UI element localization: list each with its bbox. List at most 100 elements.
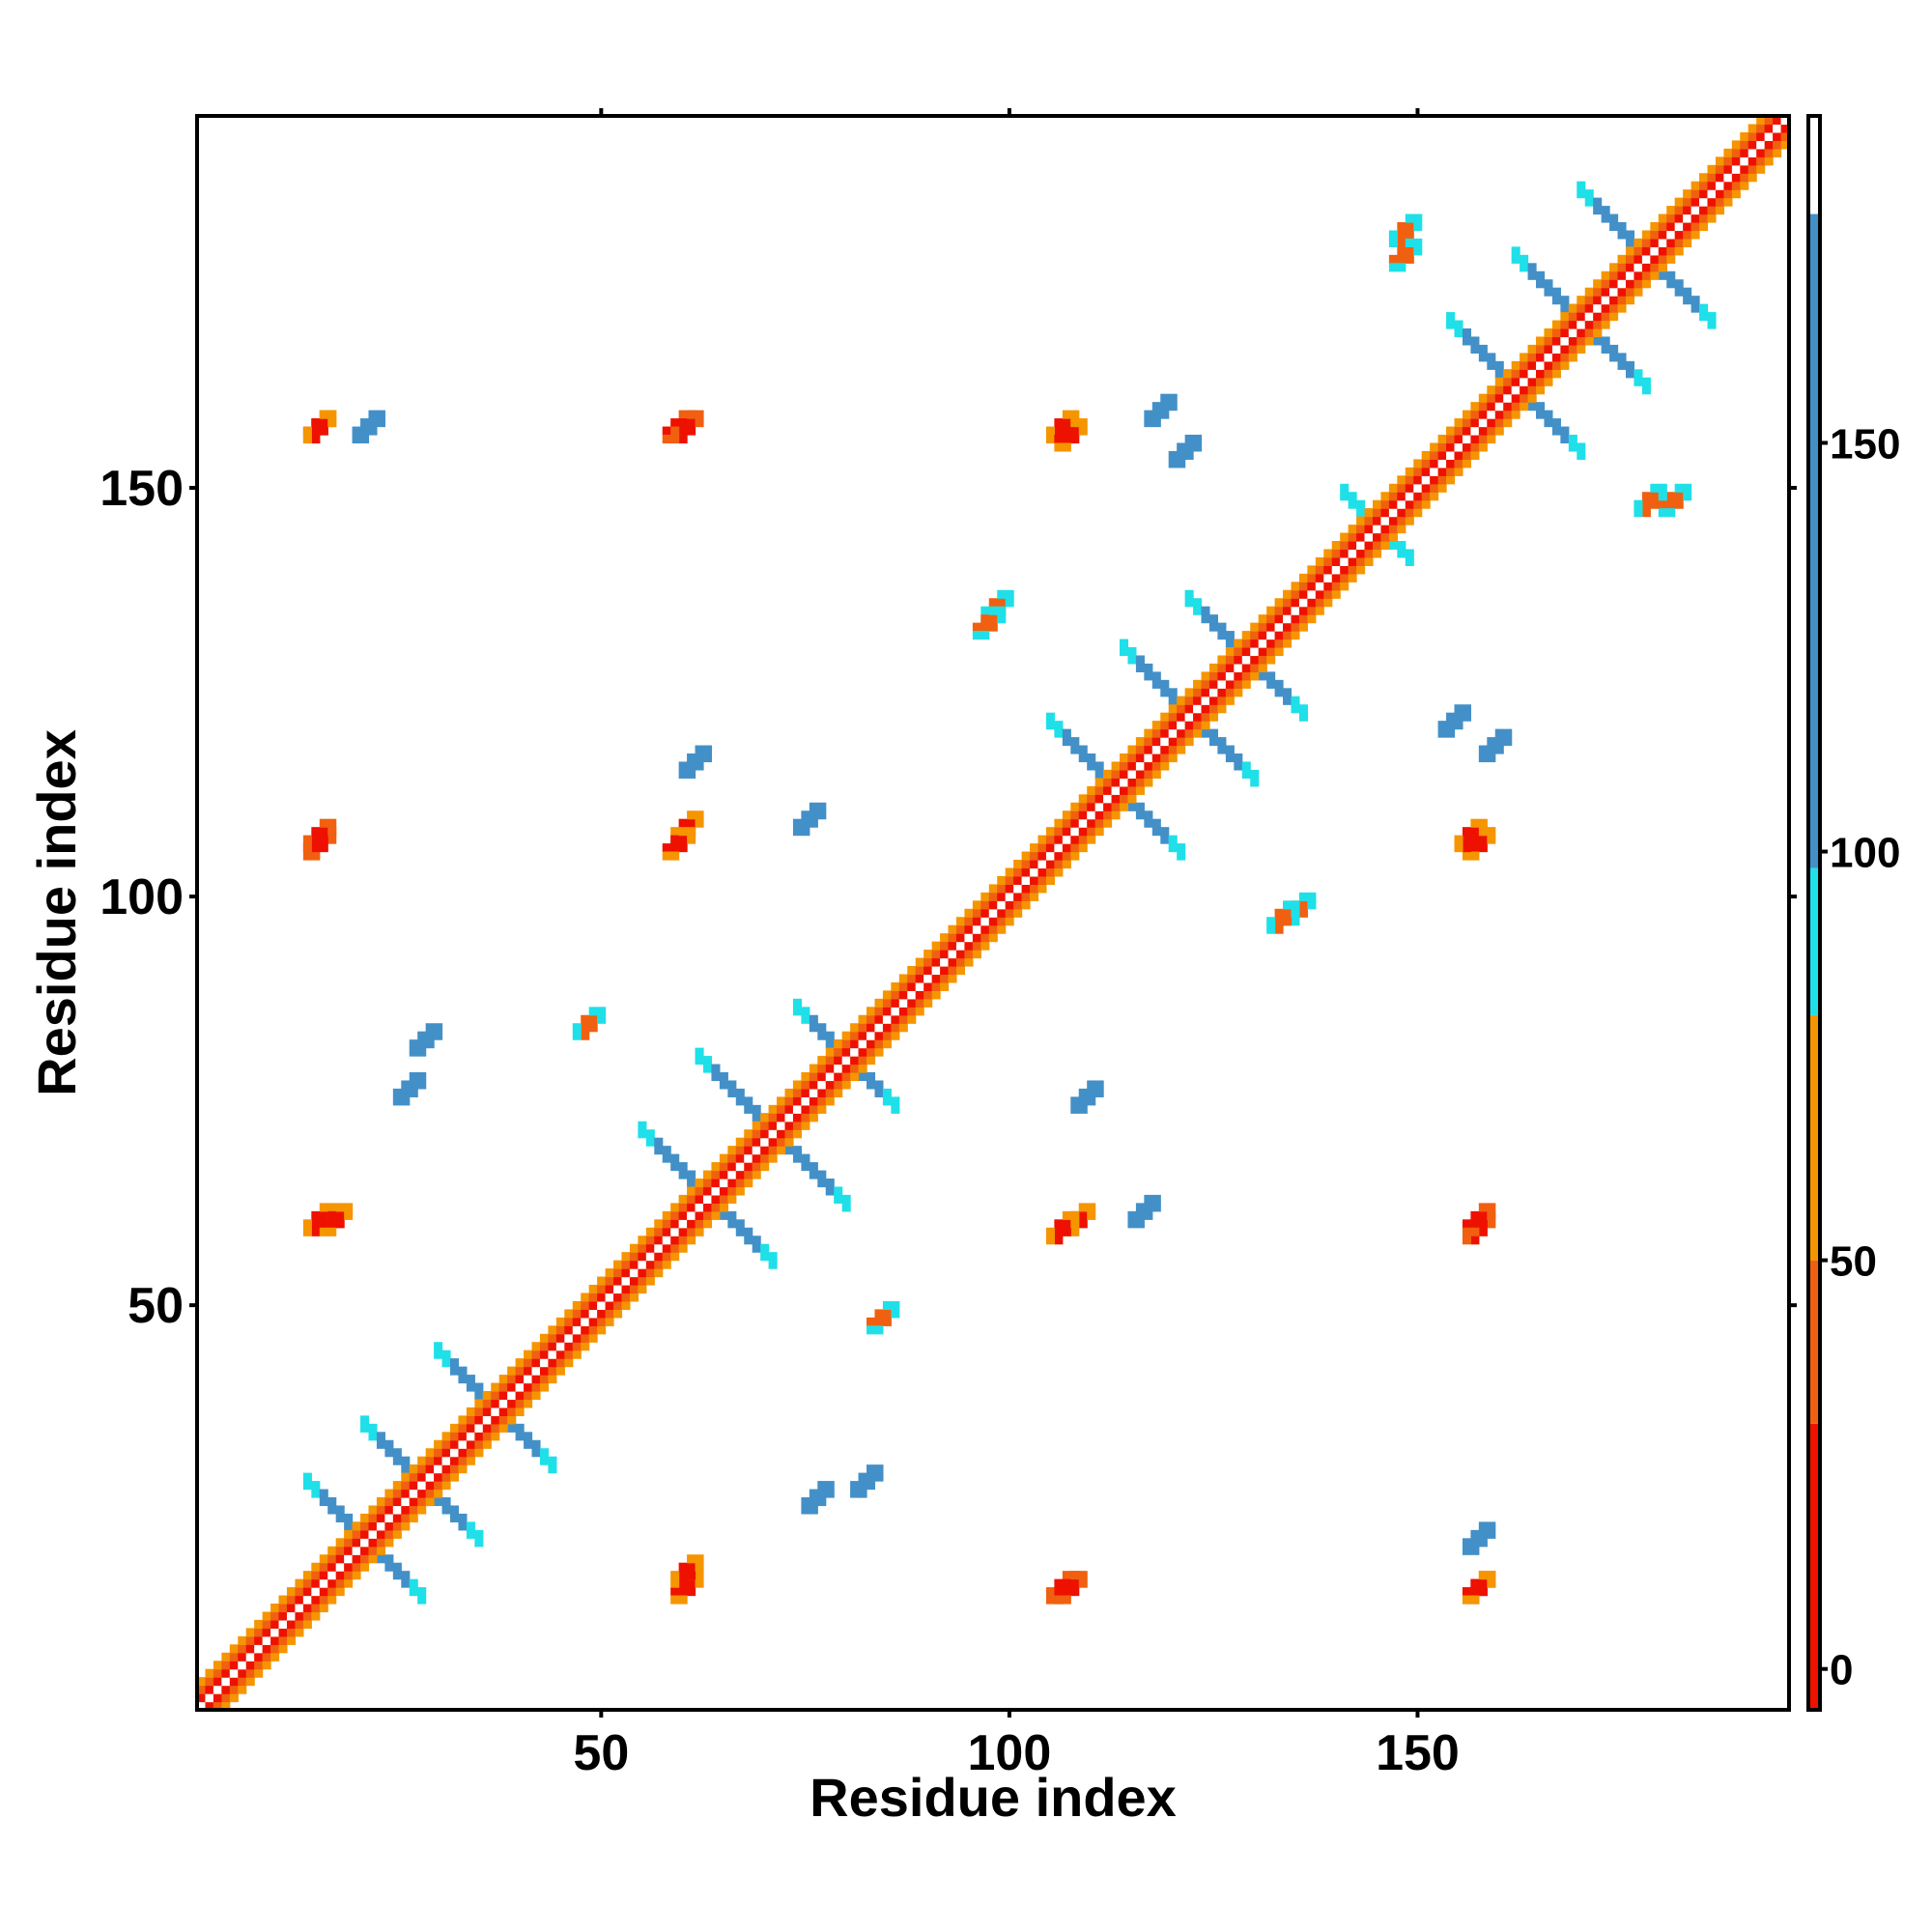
motif-cell xyxy=(801,1007,810,1016)
motif-cell xyxy=(760,1243,770,1253)
contact-cell xyxy=(792,818,802,828)
contact-cell xyxy=(997,598,1007,608)
contact-cell xyxy=(1462,835,1471,844)
contact-cell xyxy=(1045,1227,1055,1236)
diagonal-cell xyxy=(278,1644,288,1654)
contact-cell xyxy=(867,1481,876,1491)
motif-cell xyxy=(809,1023,818,1033)
contact-cell xyxy=(1634,499,1643,509)
motif-cell xyxy=(1511,254,1520,264)
diagonal-cell xyxy=(482,1423,492,1433)
diagonal-cell xyxy=(1160,761,1170,771)
diagonal-cell xyxy=(1225,655,1235,665)
diagonal-cell xyxy=(434,1481,443,1491)
motif-cell xyxy=(1454,320,1463,329)
diagonal-cell xyxy=(286,1604,297,1613)
motif-cell xyxy=(768,1260,778,1269)
motif-cell xyxy=(392,1448,402,1458)
diagonal-cell xyxy=(768,1146,778,1155)
diagonal-cell xyxy=(384,1489,394,1498)
contact-cell xyxy=(401,1096,411,1106)
diagonal-cell xyxy=(1151,761,1161,771)
diagonal-cell xyxy=(695,1179,704,1188)
contact-cell xyxy=(335,1210,345,1220)
diagonal-cell xyxy=(548,1325,557,1335)
contact-cell xyxy=(988,606,998,615)
diagonal-cell xyxy=(1274,647,1284,657)
motif-cell xyxy=(539,1448,549,1458)
contact-cell xyxy=(1087,1210,1096,1220)
diagonal-cell xyxy=(792,1113,802,1122)
diagonal-cell xyxy=(425,1489,435,1498)
motif-cell xyxy=(1094,761,1104,771)
diagonal-cell xyxy=(1609,287,1619,297)
diagonal-cell xyxy=(588,1293,598,1302)
diagonal-cell xyxy=(907,990,917,1000)
contact-cell xyxy=(809,802,818,811)
diagonal-cell xyxy=(645,1236,655,1245)
contact-cell xyxy=(1062,1587,1071,1597)
contact-cell xyxy=(1454,835,1463,844)
diagonal-cell xyxy=(1707,173,1717,183)
contact-cell xyxy=(662,435,671,444)
motif-cell xyxy=(1568,435,1577,444)
contact-cell xyxy=(678,835,688,844)
diagonal-cell xyxy=(1527,377,1537,386)
contact-cell xyxy=(1666,492,1676,501)
diagonal-cell xyxy=(1348,525,1357,534)
diagonal-cell xyxy=(1430,492,1439,501)
contact-cell xyxy=(874,1309,884,1319)
motif-cell xyxy=(1283,696,1293,705)
diagonal-cell xyxy=(1674,213,1684,223)
motif-cell xyxy=(874,1088,884,1097)
diagonal-cell xyxy=(384,1505,394,1515)
diagonal-cell xyxy=(311,1587,321,1597)
diagonal-cell xyxy=(1634,263,1643,272)
contact-cell xyxy=(678,843,688,853)
motif-cell xyxy=(515,1432,525,1441)
diagonal-cell xyxy=(1413,483,1423,493)
diagonal-cell xyxy=(1062,860,1071,869)
diagonal-cell xyxy=(744,1137,753,1147)
diagonal-cell xyxy=(1144,745,1153,754)
contact-cell xyxy=(311,835,321,844)
motif-cell xyxy=(319,1497,328,1507)
contact-cell xyxy=(344,1210,354,1220)
motif-cell xyxy=(466,1382,475,1392)
diagonal-cell xyxy=(882,990,892,1000)
contact-cell xyxy=(1054,426,1064,436)
diagonal-cell xyxy=(613,1260,623,1269)
diagonal-cell xyxy=(801,1121,810,1130)
motif-cell xyxy=(524,1432,533,1441)
diagonal-cell xyxy=(352,1554,361,1564)
diagonal-cell xyxy=(1511,402,1520,412)
diagonal-cell xyxy=(1315,589,1324,599)
diagonal-cell xyxy=(539,1366,549,1376)
diagonal-cell xyxy=(213,1685,222,1694)
diagonal-cell xyxy=(1756,148,1766,157)
diagonal-cell xyxy=(898,1014,908,1024)
motif-cell xyxy=(834,1186,843,1196)
diagonal-cell xyxy=(1462,410,1471,419)
diagonal-cell xyxy=(940,933,950,943)
diagonal-cell xyxy=(687,1219,696,1229)
diagonal-cell xyxy=(238,1661,247,1670)
diagonal-cell xyxy=(1127,769,1137,779)
motif-cell xyxy=(817,1179,827,1188)
contact-cell xyxy=(670,843,680,853)
diagonal-cell xyxy=(1520,353,1529,362)
diagonal-cell xyxy=(1421,459,1431,469)
diagonal-cell xyxy=(254,1628,264,1637)
motif-cell xyxy=(1609,222,1619,232)
diagonal-cell xyxy=(670,1236,680,1245)
contact-cell xyxy=(1494,728,1504,738)
diagonal-cell xyxy=(834,1080,843,1090)
diagonal-cell xyxy=(719,1162,728,1172)
diagonal-cell xyxy=(1584,328,1594,338)
diagonal-cell xyxy=(1388,532,1398,542)
motif-cell xyxy=(1127,655,1137,665)
contact-cell xyxy=(1070,426,1080,436)
diagonal-cell xyxy=(809,1113,818,1122)
motif-cell xyxy=(1494,360,1504,370)
diagonal-cell xyxy=(980,924,990,934)
